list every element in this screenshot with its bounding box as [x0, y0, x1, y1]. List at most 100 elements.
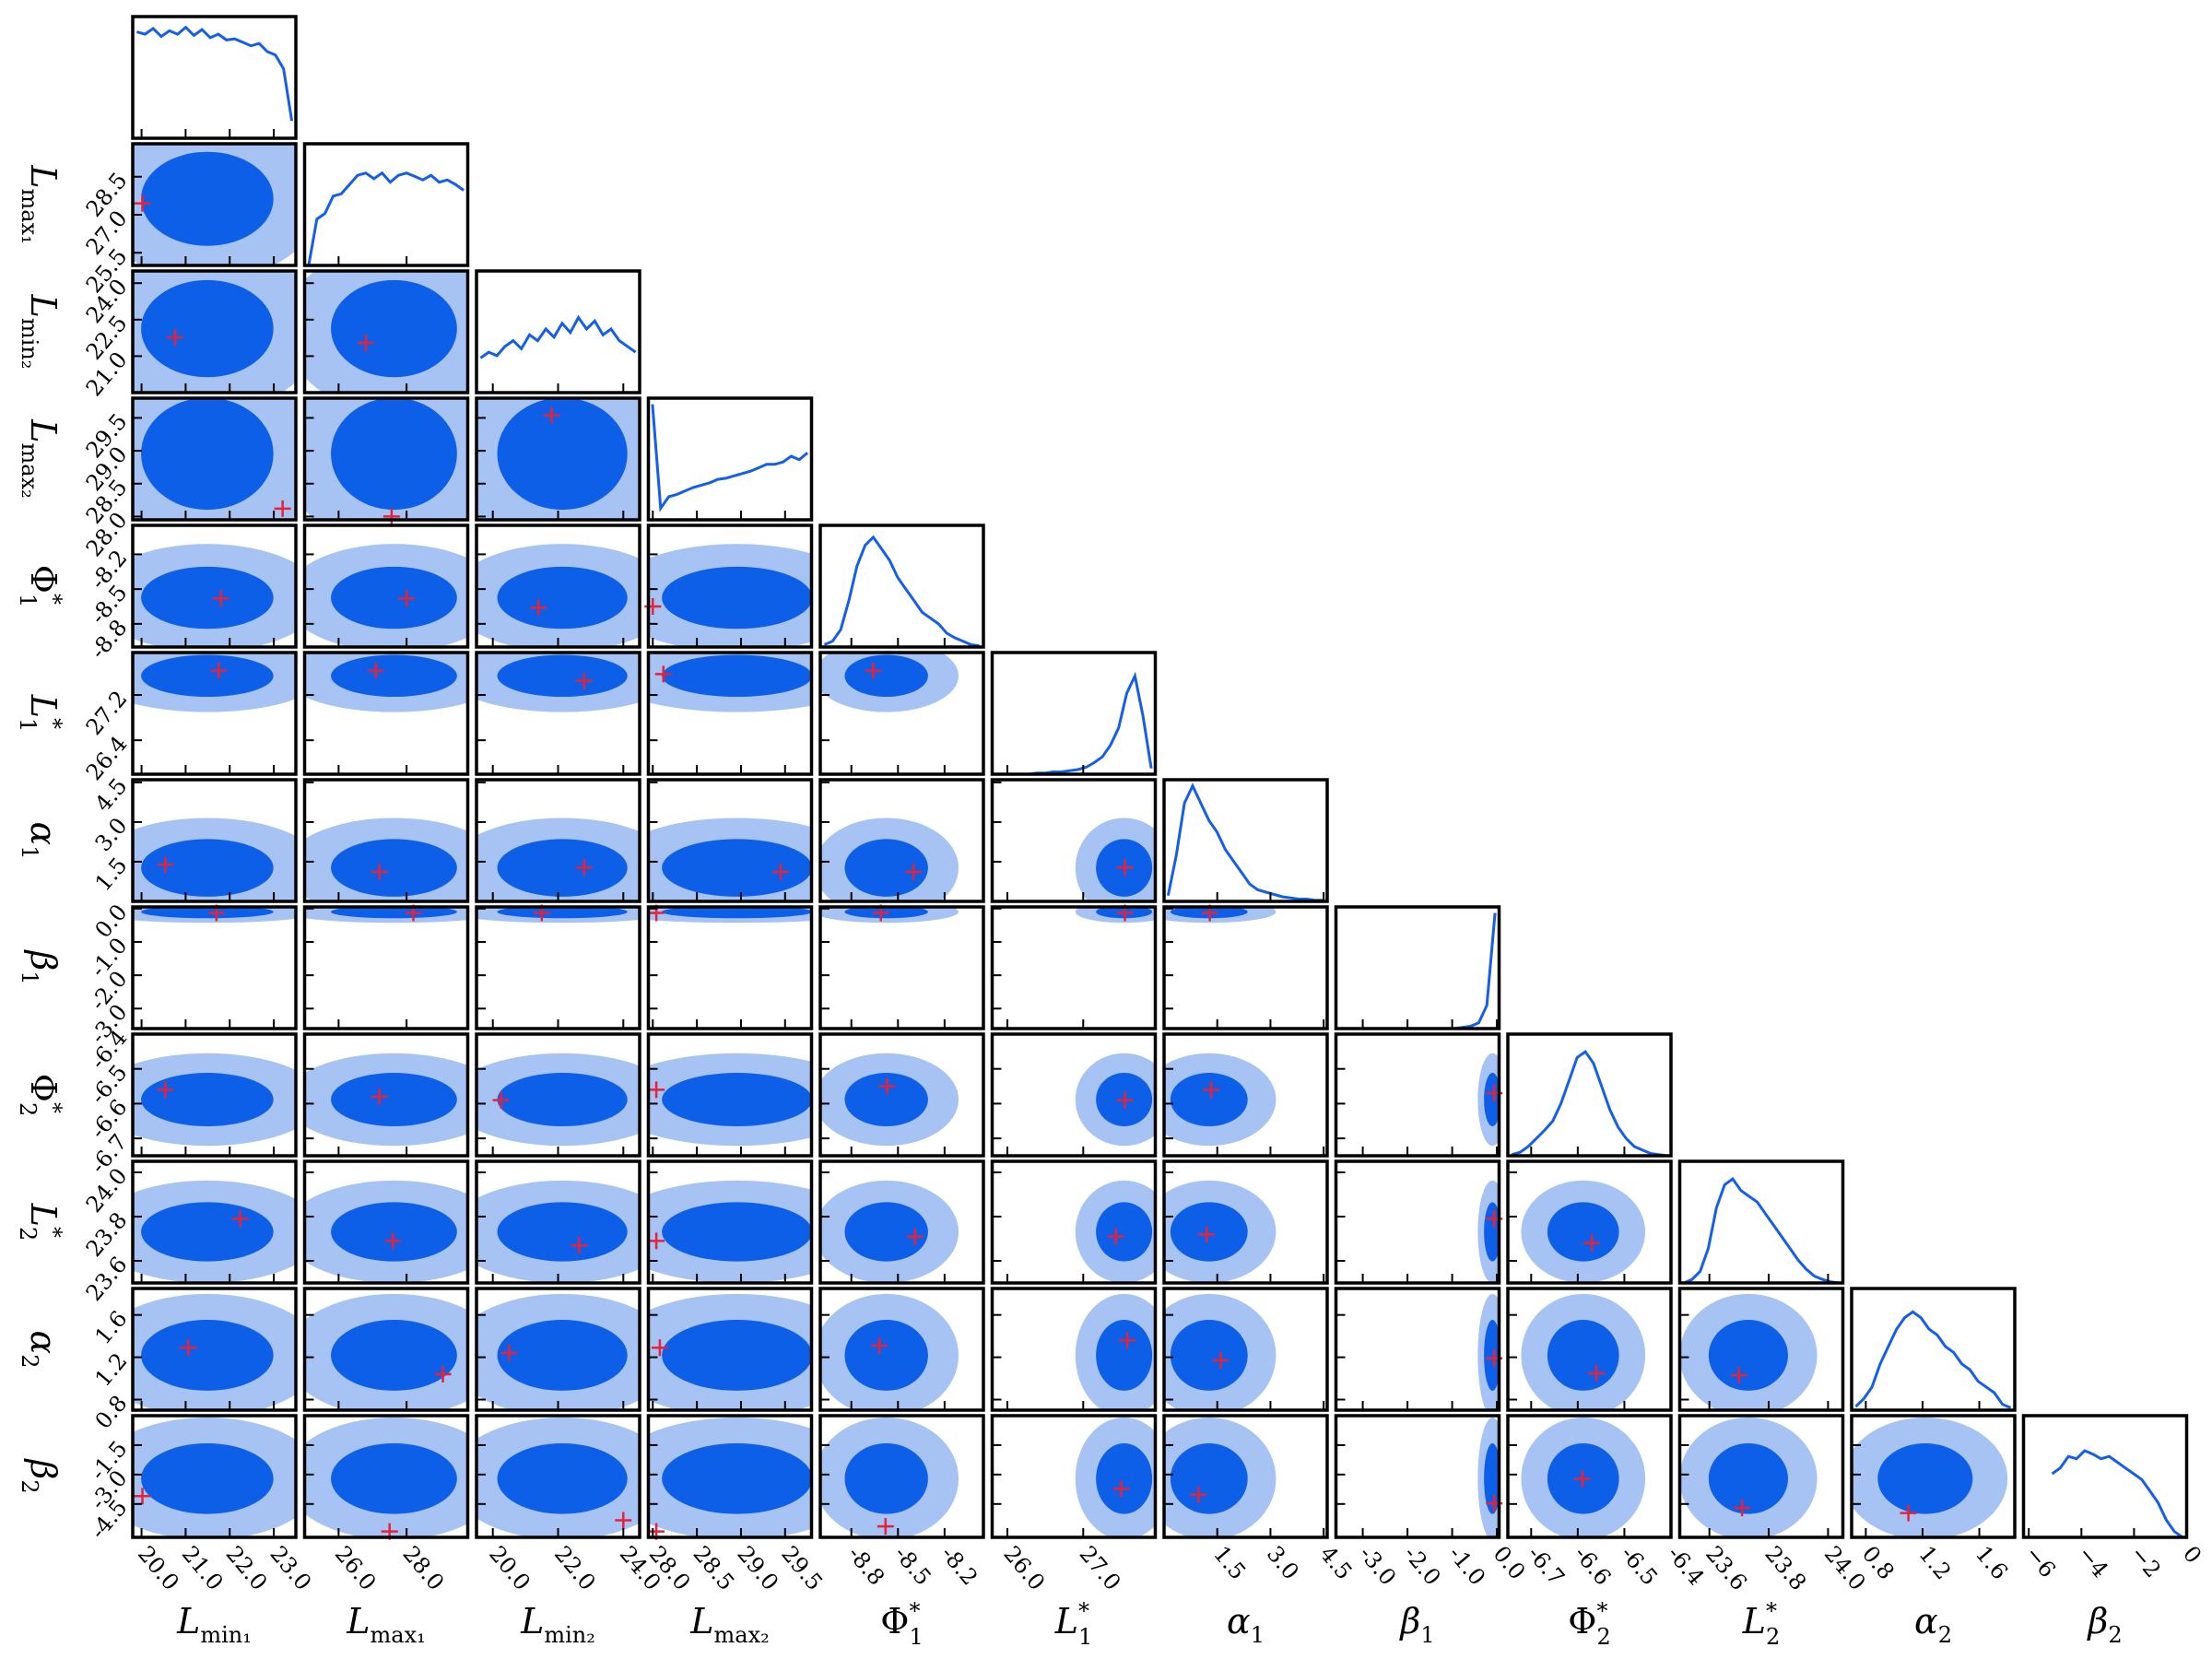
x-tick-label: 23.8	[1759, 1541, 1811, 1595]
density-dense	[662, 1073, 812, 1126]
x-tick-label: 20.0	[133, 1541, 184, 1595]
density-dense	[662, 1320, 812, 1391]
axis-symbol: α	[1227, 1601, 1251, 1641]
density-dense	[331, 654, 457, 698]
panel-frame	[1334, 1159, 1501, 1285]
histogram-line	[651, 404, 809, 512]
panel-frame	[818, 1287, 985, 1412]
x-tick-label: 28.0	[398, 1541, 450, 1595]
histogram-line	[995, 671, 1153, 774]
truth-marker	[1900, 1504, 1917, 1522]
truth-marker	[157, 1081, 174, 1099]
panel	[135, 25, 294, 122]
truth-marker	[384, 1232, 402, 1250]
axis-symbol: Φ	[23, 565, 64, 594]
truth-marker	[1588, 1364, 1606, 1382]
panel	[648, 818, 812, 901]
truth-marker	[615, 1512, 632, 1529]
axis-superscript: *	[1078, 1598, 1089, 1624]
axis-subscript: min₁	[200, 1622, 252, 1648]
x-tick-label: -8.2	[935, 1541, 982, 1590]
axis-subscript: 2	[1596, 1624, 1610, 1650]
density-dense	[141, 907, 274, 919]
axis-symbol: L	[176, 1601, 200, 1641]
density-dense	[141, 1202, 274, 1262]
axis-superscript: *	[41, 1227, 66, 1238]
axis-symbol: L	[520, 1601, 544, 1641]
density-dense	[331, 1320, 457, 1391]
panel	[477, 818, 640, 901]
panel	[1477, 1293, 1500, 1410]
panel	[133, 544, 296, 647]
density-dense	[1708, 1443, 1788, 1514]
axis-label: Lmax₁	[346, 1601, 425, 1648]
axis-subscript: 1	[17, 845, 42, 859]
density-dense	[331, 1202, 457, 1262]
panel	[1164, 1053, 1277, 1147]
axis-subscript: max₂	[714, 1622, 770, 1648]
panel-frame	[646, 778, 814, 903]
truth-marker	[1212, 1352, 1230, 1370]
axis-label: L*1	[15, 694, 66, 733]
density-dense	[497, 654, 628, 698]
truth-marker	[382, 508, 400, 525]
density-dense	[1170, 1320, 1248, 1391]
axis-superscript: *	[909, 1598, 920, 1624]
x-tick-label: -6.4	[1662, 1541, 1709, 1590]
panel	[133, 818, 296, 901]
y-tick-label: 28.5	[81, 168, 133, 222]
density-dense	[331, 279, 457, 378]
panel	[1679, 1417, 1818, 1537]
axis-label: Lmax₂	[689, 1601, 769, 1648]
density-dense	[497, 398, 628, 511]
panel	[477, 1053, 640, 1147]
panel	[1477, 1053, 1500, 1147]
x-tick-label: 0.0	[1488, 1541, 1530, 1584]
axis-superscript: *	[41, 1102, 66, 1113]
density-dense	[844, 1443, 928, 1514]
truth-marker	[543, 406, 560, 424]
truth-marker	[212, 590, 229, 607]
panel-frame	[302, 778, 470, 903]
panel-frame	[1334, 1414, 1501, 1539]
panel-frame	[131, 905, 298, 1030]
density-dense	[1170, 1443, 1248, 1514]
panel	[2051, 1449, 2183, 1537]
truth-marker	[367, 662, 384, 679]
density-dense	[497, 907, 628, 919]
panel-frame	[818, 651, 985, 776]
axis-subscript: max₁	[371, 1622, 426, 1648]
axis-subscript: 1	[17, 971, 42, 984]
panel-frame	[1334, 1287, 1501, 1412]
axis-symbol: β	[2086, 1601, 2108, 1641]
density-dense	[662, 654, 812, 698]
density-dense	[141, 839, 274, 897]
truth-marker	[1190, 1486, 1207, 1503]
truth-marker	[134, 194, 151, 212]
density-dense	[331, 839, 457, 897]
panel	[1854, 1310, 2012, 1409]
x-tick-label: −2	[2125, 1541, 2166, 1583]
x-tick-label: -1.0	[1443, 1541, 1490, 1590]
panel-frame	[818, 778, 985, 903]
density-dense	[331, 1073, 457, 1126]
axis-label: L*1	[1054, 1598, 1093, 1650]
truth-marker	[1583, 1234, 1601, 1252]
panel	[1164, 1293, 1277, 1410]
panel-frame	[475, 1287, 641, 1412]
axis-superscript: *	[1766, 1598, 1777, 1624]
density-dense	[141, 398, 274, 511]
panel-frame	[131, 651, 298, 776]
panel	[995, 671, 1153, 774]
axis-label: α2	[1914, 1601, 1952, 1648]
truth-marker	[434, 1365, 452, 1382]
panel	[820, 653, 959, 712]
panel	[477, 1293, 640, 1410]
panel-frame	[646, 1414, 814, 1539]
panel-frame	[475, 905, 641, 1030]
panel-frame	[131, 524, 298, 649]
panel-frame	[1162, 1287, 1329, 1412]
panel	[648, 653, 812, 712]
histogram-line	[1854, 1310, 2012, 1409]
panel	[304, 818, 468, 901]
